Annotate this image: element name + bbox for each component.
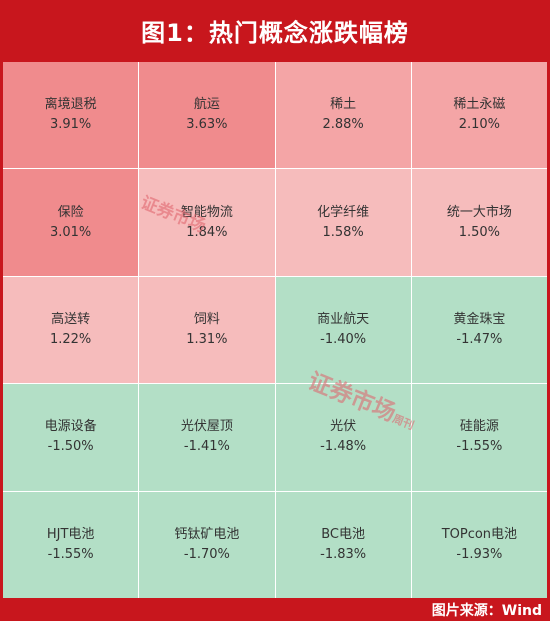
cell-name: 稀土永磁 [453, 97, 506, 113]
cell-value: -1.93% [456, 546, 503, 562]
cell-value: -1.41% [183, 439, 230, 455]
heatmap-cell: 光伏 -1.48% [275, 384, 411, 491]
cell-name: 高送转 [51, 311, 91, 327]
cell-name: 光伏 [330, 419, 357, 435]
heatmap-cell: 钙钛矿电池 -1.70% [139, 491, 275, 598]
cell-name: 电源设备 [44, 419, 97, 435]
source-note: 图片来源：Wind [431, 602, 542, 619]
cell-value: 1.84% [186, 224, 228, 240]
heatmap-cell: 饲料 1.31% [139, 276, 275, 384]
cell-value: -1.55% [456, 439, 503, 455]
cell-name: 钙钛矿电池 [174, 526, 240, 542]
cell-value: 1.50% [458, 224, 501, 240]
cell-name: 饲料 [193, 311, 220, 327]
cell-value: 1.31% [186, 331, 228, 347]
cell-value: -1.40% [320, 331, 367, 347]
chart-title: 图1：热门概念涨跌幅榜 [141, 18, 409, 47]
cell-value: 2.10% [458, 117, 501, 133]
cell-value: -1.70% [183, 546, 230, 562]
cell-name: BC电池 [321, 526, 366, 542]
heatmap-cell: 化学纤维 1.58% [275, 169, 411, 276]
heatmap-cell: TOPcon电池 -1.93% [411, 491, 547, 598]
heatmap-cell: 智能物流 1.84% [139, 169, 275, 276]
heatmap-cell: 稀土永磁 2.10% [411, 62, 547, 169]
heatmap-cell: HJT电池 -1.55% [3, 491, 139, 598]
cell-value: -1.48% [320, 439, 367, 455]
heatmap-cell: BC电池 -1.83% [275, 491, 411, 598]
cell-value: -1.83% [320, 546, 367, 562]
cell-value: -1.55% [47, 546, 94, 562]
heatmap-cell: 硅能源 -1.55% [411, 384, 547, 491]
heatmap-cell: 商业航天 -1.40% [275, 276, 411, 384]
cell-value: 3.91% [49, 117, 92, 133]
heatmap-cell: 离境退税 3.91% [3, 62, 139, 169]
cell-value: -1.50% [47, 439, 94, 455]
cell-value: 1.22% [49, 331, 92, 347]
heatmap-cell: 光伏屋顶 -1.41% [139, 384, 275, 491]
heatmap-cell: 稀土 2.88% [275, 62, 411, 169]
cell-name: 智能物流 [180, 204, 233, 220]
cell-name: 黄金珠宝 [453, 311, 506, 327]
cell-name: 保险 [57, 204, 84, 220]
heatmap-cell: 电源设备 -1.50% [3, 384, 139, 491]
cell-name: 航运 [193, 97, 220, 113]
heatmap-cell: 航运 3.63% [139, 62, 275, 169]
cell-name: 硅能源 [459, 419, 499, 435]
cell-name: 化学纤维 [317, 204, 370, 220]
heatmap-cell: 黄金珠宝 -1.47% [411, 276, 547, 384]
cell-name: 统一大市场 [446, 204, 512, 220]
cell-value: 3.63% [186, 117, 228, 133]
cell-value: 2.88% [322, 117, 364, 133]
cell-name: TOPcon电池 [441, 526, 518, 542]
heatmap-grid: 离境退税 3.91% 航运 3.63% 稀土 2.88% 稀土永磁 2.10% 保险 3.01% 智… [3, 62, 547, 598]
cell-name: 离境退税 [44, 97, 97, 113]
cell-value: 3.01% [49, 224, 92, 240]
heatmap-cell: 统一大市场 1.50% [411, 169, 547, 276]
cell-name: HJT电池 [46, 526, 95, 542]
cell-value: -1.47% [456, 331, 503, 347]
heatmap-cell: 高送转 1.22% [3, 276, 139, 384]
cell-value: 1.58% [322, 224, 364, 240]
cell-name: 稀土 [330, 97, 357, 113]
cell-name: 商业航天 [317, 311, 370, 327]
heatmap-cell: 保险 3.01% [3, 169, 139, 276]
cell-name: 光伏屋顶 [180, 419, 233, 435]
